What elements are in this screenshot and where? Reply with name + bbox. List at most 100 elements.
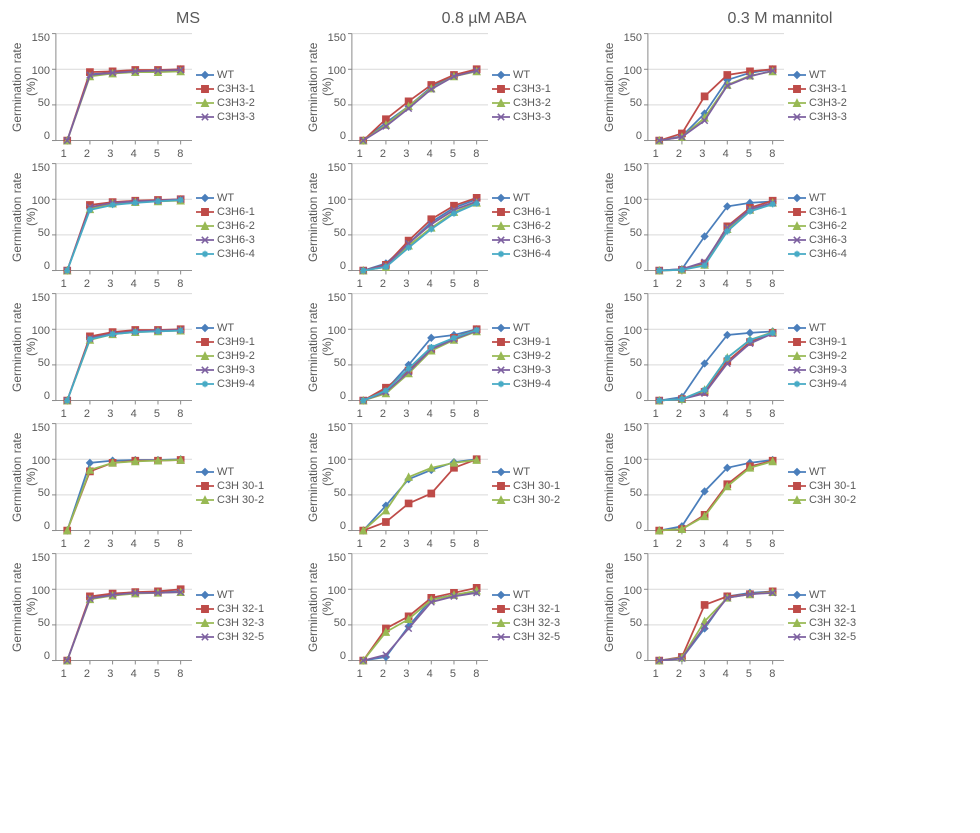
x-tick-label: 1 (644, 278, 667, 290)
line-chart (644, 162, 784, 278)
x-tick-label: 5 (737, 408, 760, 420)
legend-swatch (492, 207, 510, 217)
x-axis-ticks: 123458 (348, 278, 488, 290)
legend-label: C3H9-4 (217, 378, 255, 390)
legend-swatch (492, 379, 510, 389)
legend-label: C3H6-3 (217, 234, 255, 246)
y-tick-label: 0 (322, 650, 346, 662)
legend-label: C3H9-3 (513, 364, 551, 376)
legend-label: C3H3-3 (217, 111, 255, 123)
legend-swatch (788, 365, 806, 375)
x-tick-label: 3 (691, 278, 714, 290)
x-tick-label: 3 (99, 148, 122, 160)
x-tick-label: 4 (714, 538, 737, 550)
x-tick-label: 1 (348, 278, 371, 290)
x-tick-label: 2 (75, 408, 98, 420)
legend-label: C3H 30-1 (513, 480, 560, 492)
legend-label: C3H 32-5 (217, 631, 264, 643)
legend-item: C3H 32-5 (788, 631, 856, 643)
x-tick-label: 2 (667, 668, 690, 680)
x-tick-label: 1 (644, 408, 667, 420)
legend-label: C3H 32-1 (809, 603, 856, 615)
x-tick-label: 4 (714, 148, 737, 160)
legend-swatch (196, 193, 214, 203)
legend-item: WT (196, 192, 255, 204)
legend-swatch (196, 207, 214, 217)
legend-item: C3H 32-1 (492, 603, 560, 615)
x-tick-label: 1 (644, 538, 667, 550)
chart-cell: Germination rate (%)150100500123458WTC3H… (10, 162, 306, 290)
legend-swatch (196, 495, 214, 505)
y-tick-label: 0 (322, 260, 346, 272)
y-tick-label: 100 (618, 455, 642, 467)
x-tick-label: 8 (169, 668, 192, 680)
legend-swatch (788, 590, 806, 600)
y-tick-label: 150 (618, 552, 642, 564)
y-axis-label: Germination rate (%) (602, 292, 618, 402)
legend-item: C3H9-2 (492, 350, 551, 362)
legend-item: C3H 32-3 (196, 617, 264, 629)
x-tick-label: 3 (691, 148, 714, 160)
legend-label: C3H 32-5 (513, 631, 560, 643)
x-tick-label: 1 (52, 668, 75, 680)
chart-cell: Germination rate (%)150100500123458WTC3H… (602, 32, 898, 160)
x-tick-label: 2 (75, 668, 98, 680)
y-tick-label: 150 (322, 292, 346, 304)
legend-swatch (492, 467, 510, 477)
legend: WTC3H9-1C3H9-2C3H9-3C3H9-4 (784, 292, 847, 420)
y-tick-label: 100 (322, 65, 346, 77)
legend-item: C3H3-2 (492, 97, 551, 109)
x-axis-ticks: 123458 (52, 668, 192, 680)
x-tick-label: 5 (737, 538, 760, 550)
line-chart (52, 292, 192, 408)
legend-item: C3H3-1 (196, 83, 255, 95)
chart-row: Germination rate (%)150100500123458WTC3H… (10, 422, 980, 550)
y-tick-label: 50 (26, 617, 50, 629)
y-tick-label: 150 (26, 32, 50, 44)
chart-cell: Germination rate (%)150100500123458WTC3H… (306, 552, 602, 680)
legend-swatch (788, 70, 806, 80)
y-axis-label: Germination rate (%) (306, 162, 322, 272)
y-tick-label: 150 (322, 32, 346, 44)
legend-swatch (196, 467, 214, 477)
legend-label: C3H 32-5 (809, 631, 856, 643)
x-tick-label: 3 (395, 408, 418, 420)
legend-label: C3H9-3 (809, 364, 847, 376)
x-tick-label: 2 (667, 408, 690, 420)
legend: WTC3H6-1C3H6-2C3H6-3C3H6-4 (488, 162, 551, 290)
legend-swatch (788, 495, 806, 505)
chart-cell: Germination rate (%)150100500123458WTC3H… (306, 422, 602, 550)
legend-item: C3H9-4 (788, 378, 847, 390)
y-axis-label: Germination rate (%) (602, 422, 618, 532)
legend-swatch (196, 618, 214, 628)
legend-label: C3H9-1 (513, 336, 551, 348)
x-tick-label: 5 (441, 278, 464, 290)
legend-swatch (492, 604, 510, 614)
chart-plot-area: Germination rate (%)150100500123458 (306, 422, 488, 550)
y-tick-label: 0 (618, 260, 642, 272)
y-tick-label: 50 (322, 357, 346, 369)
x-tick-label: 2 (667, 278, 690, 290)
y-axis-label: Germination rate (%) (306, 292, 322, 402)
legend-label: C3H3-1 (513, 83, 551, 95)
y-tick-label: 0 (26, 650, 50, 662)
legend-swatch (492, 112, 510, 122)
legend-item: C3H3-3 (492, 111, 551, 123)
legend-label: C3H9-4 (809, 378, 847, 390)
legend-label: C3H 30-2 (809, 494, 856, 506)
legend-label: C3H6-1 (217, 206, 255, 218)
legend-item: WT (788, 192, 847, 204)
y-tick-label: 150 (618, 422, 642, 434)
legend-item: WT (788, 69, 847, 81)
legend-swatch (788, 618, 806, 628)
y-tick-label: 100 (26, 455, 50, 467)
y-tick-label: 0 (26, 520, 50, 532)
x-tick-label: 3 (691, 408, 714, 420)
legend-item: C3H9-4 (492, 378, 551, 390)
legend-swatch (196, 632, 214, 642)
x-axis-ticks: 123458 (348, 668, 488, 680)
x-tick-label: 8 (465, 538, 488, 550)
x-tick-label: 1 (52, 148, 75, 160)
col-header-mannitol: 0.3 M mannitol (632, 10, 928, 28)
y-tick-label: 150 (26, 552, 50, 564)
